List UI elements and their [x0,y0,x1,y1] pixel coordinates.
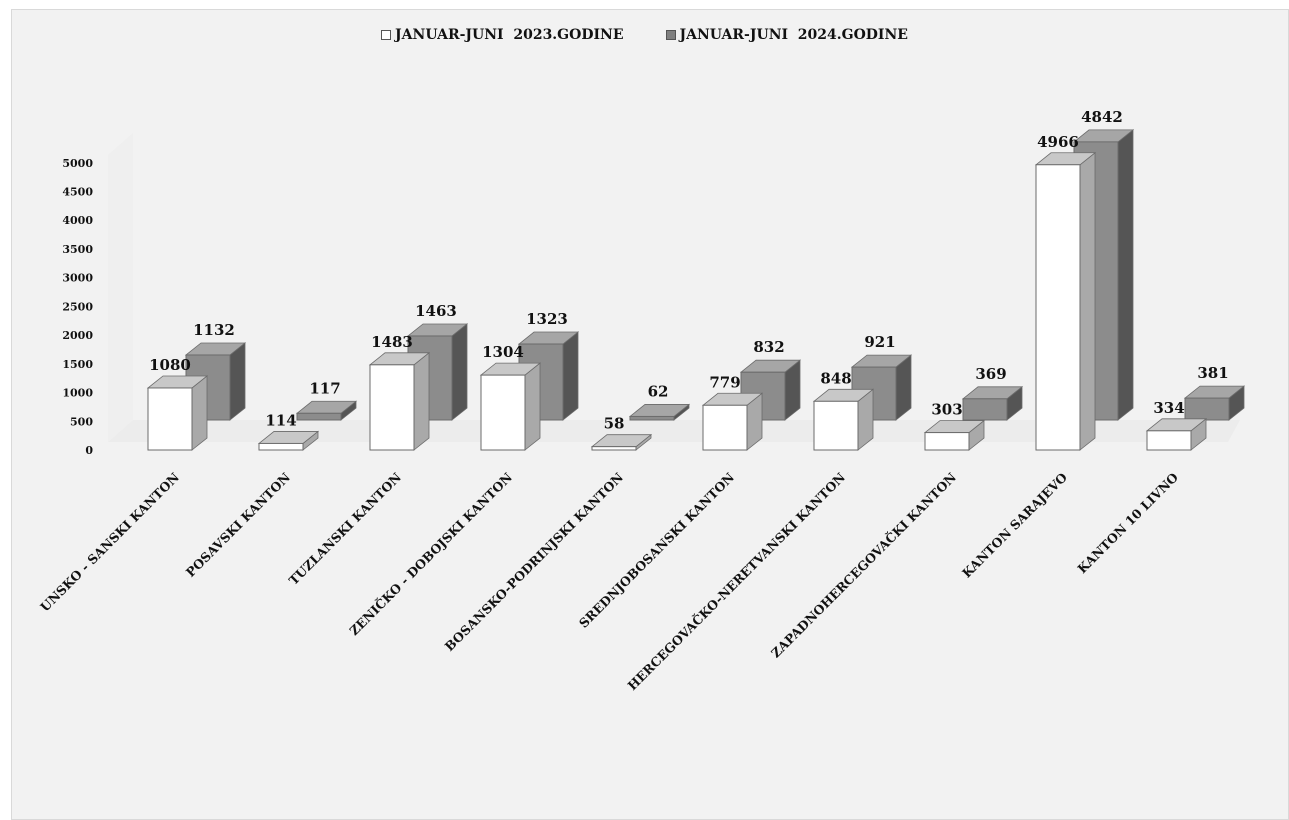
y-tick-label: 3000 [62,272,93,285]
y-tick-label: 2500 [62,300,93,313]
y-tick-label: 5000 [62,157,93,170]
bar-2023 [702,404,748,451]
y-tick-label: 2000 [62,329,93,342]
data-label-2024: 62 [648,382,669,400]
bar-2023-side [413,351,430,451]
bar-2023-side [524,362,541,451]
y-tick-label: 4000 [62,214,93,227]
data-label-2023: 58 [604,415,625,433]
bar-2023 [813,400,859,451]
y-tick-label: 4500 [62,186,93,199]
chart-side-wall [108,132,133,443]
y-tick-label: 3500 [62,243,93,256]
legend-item-2024: JANUAR-JUNI 2024.GODINE [665,27,908,43]
x-category-label: POSAVSKI KANTON [183,470,293,580]
x-category-label: TUZLANSKI KANTON [286,470,404,588]
data-label-2024: 1463 [415,302,457,320]
x-category-label: HERCEGOVAČKO-NERETVANSKI KANTON [624,469,848,693]
bar-2023 [591,446,637,451]
x-category-label: BOSANSKO-PODRINJSKI KANTON [442,470,626,654]
data-label-2024: 832 [753,338,784,356]
data-label-2024: 1323 [526,310,568,328]
data-label-2023: 779 [709,373,740,391]
bar-2023 [1146,430,1192,451]
data-label-2023: 303 [931,401,962,419]
x-category-label: UNSKO - SANSKI KANTON [37,470,182,615]
bar-2024 [629,415,675,421]
bar-2024-side [451,323,468,421]
data-label-2024: 381 [1197,364,1228,382]
data-label-2023: 1304 [482,343,524,361]
bar-2023 [147,387,193,451]
bar-2023 [924,432,970,451]
bar-2023 [1035,164,1081,451]
data-label-2023: 334 [1153,399,1184,417]
bar-2024-side [229,342,246,421]
bar-2024-side [562,331,579,421]
bar-2024 [296,412,342,421]
chart-legend: JANUAR-JUNI 2023.GODINE JANUAR-JUNI 2024… [0,24,1289,46]
data-label-2024: 117 [309,379,340,397]
data-label-2024: 921 [864,333,895,351]
data-label-2024: 369 [975,365,1006,383]
bar-2023 [369,364,415,451]
bar-2023 [258,442,304,451]
data-label-2023: 848 [820,369,851,387]
bar-2024 [1184,397,1230,421]
y-tick-label: 1000 [62,387,93,400]
bar-2023 [480,374,526,451]
data-label-2023: 1483 [371,333,413,351]
legend-label-2024: JANUAR-JUNI 2024.GODINE [679,27,908,43]
data-label-2023: 4966 [1037,133,1079,151]
y-tick-label: 500 [70,415,93,428]
bar-2023-side [1079,151,1096,451]
x-category-label: ZAPADNOHERCEGOVAČKI KANTON [767,469,959,661]
legend-item-2023: JANUAR-JUNI 2023.GODINE [381,27,624,43]
x-category-label: KANTON 10 LIVNO [1074,469,1181,576]
legend-label-2023: JANUAR-JUNI 2023.GODINE [395,27,624,43]
data-label-2023: 1080 [149,356,191,374]
data-label-2024: 4842 [1081,108,1123,126]
bar-2024 [962,398,1008,421]
x-category-label: KANTON SARAJEVO [959,469,1070,580]
legend-swatch-2023 [381,30,392,40]
y-tick-label: 1500 [62,358,93,371]
bar-2024-side [1117,129,1134,421]
data-label-2024: 1132 [193,321,235,339]
data-label-2023: 114 [265,411,296,429]
bar-2023-side [191,375,208,451]
y-tick-label: 0 [85,444,93,457]
legend-swatch-2024 [665,30,676,40]
